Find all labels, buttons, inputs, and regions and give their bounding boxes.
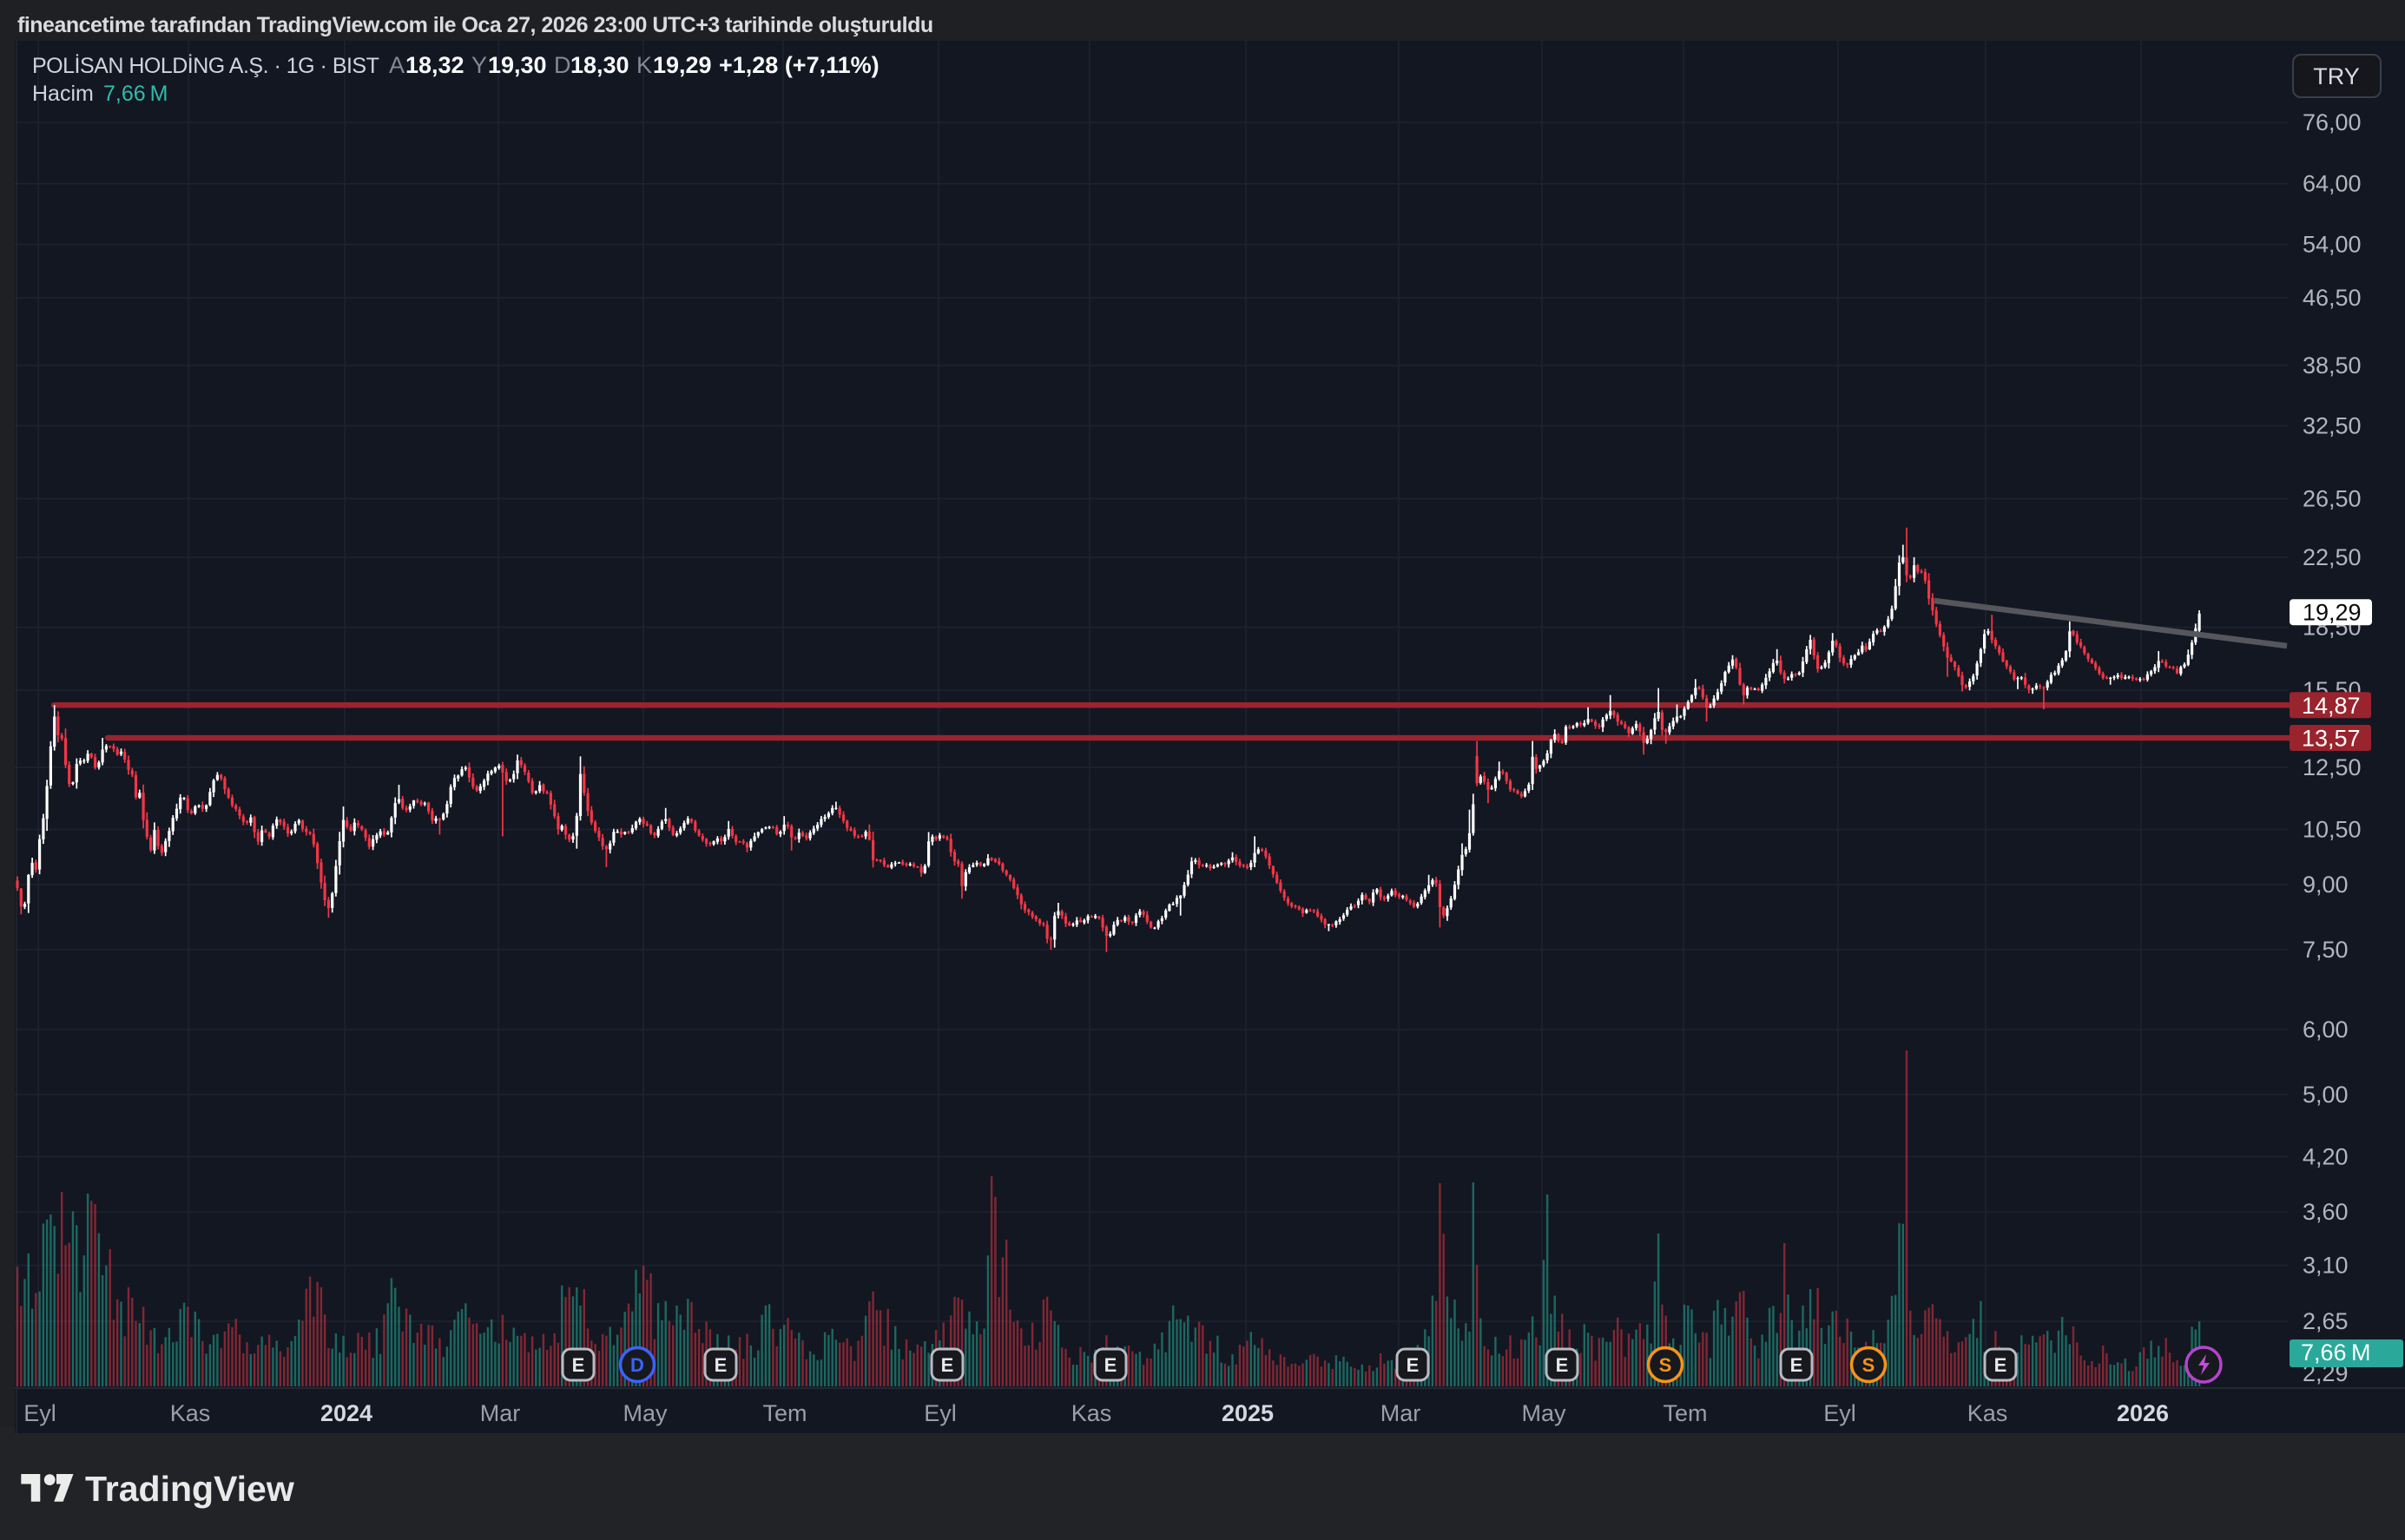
svg-text:3,10: 3,10 <box>2303 1253 2349 1279</box>
svg-text:3,60: 3,60 <box>2303 1199 2349 1225</box>
svg-text:7,50: 7,50 <box>2303 937 2349 963</box>
svg-text:E: E <box>941 1354 954 1376</box>
svg-text:Tem: Tem <box>762 1400 807 1426</box>
svg-text:TradingView: TradingView <box>85 1469 294 1509</box>
svg-text:7,66 M: 7,66 M <box>103 82 168 106</box>
svg-text:38,50: 38,50 <box>2303 352 2362 378</box>
svg-text:Kas: Kas <box>170 1400 211 1426</box>
svg-text:E: E <box>1556 1354 1569 1376</box>
svg-text:32,50: 32,50 <box>2303 413 2362 439</box>
svg-text:22,50: 22,50 <box>2303 544 2362 570</box>
svg-text:POLİSAN HOLDİNG A.Ş. · 1G · BI: POLİSAN HOLDİNG A.Ş. · 1G · BIST <box>32 53 379 78</box>
svg-text:Hacim: Hacim <box>32 82 94 106</box>
svg-text:2026: 2026 <box>2117 1400 2169 1426</box>
svg-text:19,29: 19,29 <box>653 52 712 78</box>
svg-text:13,57: 13,57 <box>2302 726 2361 752</box>
svg-text:S: S <box>1862 1354 1875 1376</box>
svg-text:7,66 M: 7,66 M <box>2301 1339 2370 1366</box>
svg-text:May: May <box>1521 1400 1566 1426</box>
svg-text:E: E <box>572 1354 585 1376</box>
svg-text:Mar: Mar <box>480 1400 521 1426</box>
svg-text:May: May <box>623 1400 668 1426</box>
svg-text:76,00: 76,00 <box>2303 109 2362 135</box>
svg-text:4,20: 4,20 <box>2303 1144 2349 1170</box>
svg-text:E: E <box>1994 1354 2007 1376</box>
svg-text:2024: 2024 <box>320 1400 372 1426</box>
svg-text:TRY: TRY <box>2313 63 2360 89</box>
svg-text:Tem: Tem <box>1663 1400 1707 1426</box>
svg-text:26,50: 26,50 <box>2303 486 2362 512</box>
svg-text:6,00: 6,00 <box>2303 1017 2349 1043</box>
svg-text:12,50: 12,50 <box>2303 754 2362 780</box>
svg-text:18,32: 18,32 <box>405 52 465 78</box>
svg-text:E: E <box>1104 1354 1117 1376</box>
svg-text:10,50: 10,50 <box>2303 817 2362 843</box>
svg-text:E: E <box>1407 1354 1420 1376</box>
svg-text:A: A <box>389 52 405 78</box>
svg-text:46,50: 46,50 <box>2303 285 2362 311</box>
svg-text:19,29: 19,29 <box>2303 600 2362 626</box>
svg-text:S: S <box>1659 1354 1672 1376</box>
svg-text:Kas: Kas <box>1967 1400 2008 1426</box>
svg-text:19,30: 19,30 <box>488 52 547 78</box>
svg-text:D: D <box>630 1354 644 1376</box>
svg-text:Y: Y <box>471 52 487 78</box>
svg-text:5,00: 5,00 <box>2303 1082 2349 1108</box>
svg-text:+1,28 (+7,11%): +1,28 (+7,11%) <box>719 52 880 78</box>
svg-text:D: D <box>554 52 571 78</box>
svg-text:Eyl: Eyl <box>924 1400 957 1426</box>
svg-text:14,87: 14,87 <box>2302 693 2361 719</box>
svg-text:Eyl: Eyl <box>23 1400 56 1426</box>
svg-text:Kas: Kas <box>1071 1400 1112 1426</box>
svg-text:E: E <box>715 1354 728 1376</box>
svg-text:9,00: 9,00 <box>2303 872 2349 898</box>
svg-text:2,65: 2,65 <box>2303 1308 2349 1334</box>
svg-text:64,00: 64,00 <box>2303 171 2362 197</box>
svg-text:Mar: Mar <box>1380 1400 1421 1426</box>
svg-text:E: E <box>1790 1354 1803 1376</box>
svg-text:2025: 2025 <box>1222 1400 1274 1426</box>
svg-text:54,00: 54,00 <box>2303 232 2362 258</box>
svg-text:fineancetime tarafından Tradin: fineancetime tarafından TradingView.com … <box>17 13 933 37</box>
svg-text:18,30: 18,30 <box>570 52 629 78</box>
svg-text:Eyl: Eyl <box>1823 1400 1856 1426</box>
svg-text:K: K <box>636 52 652 78</box>
